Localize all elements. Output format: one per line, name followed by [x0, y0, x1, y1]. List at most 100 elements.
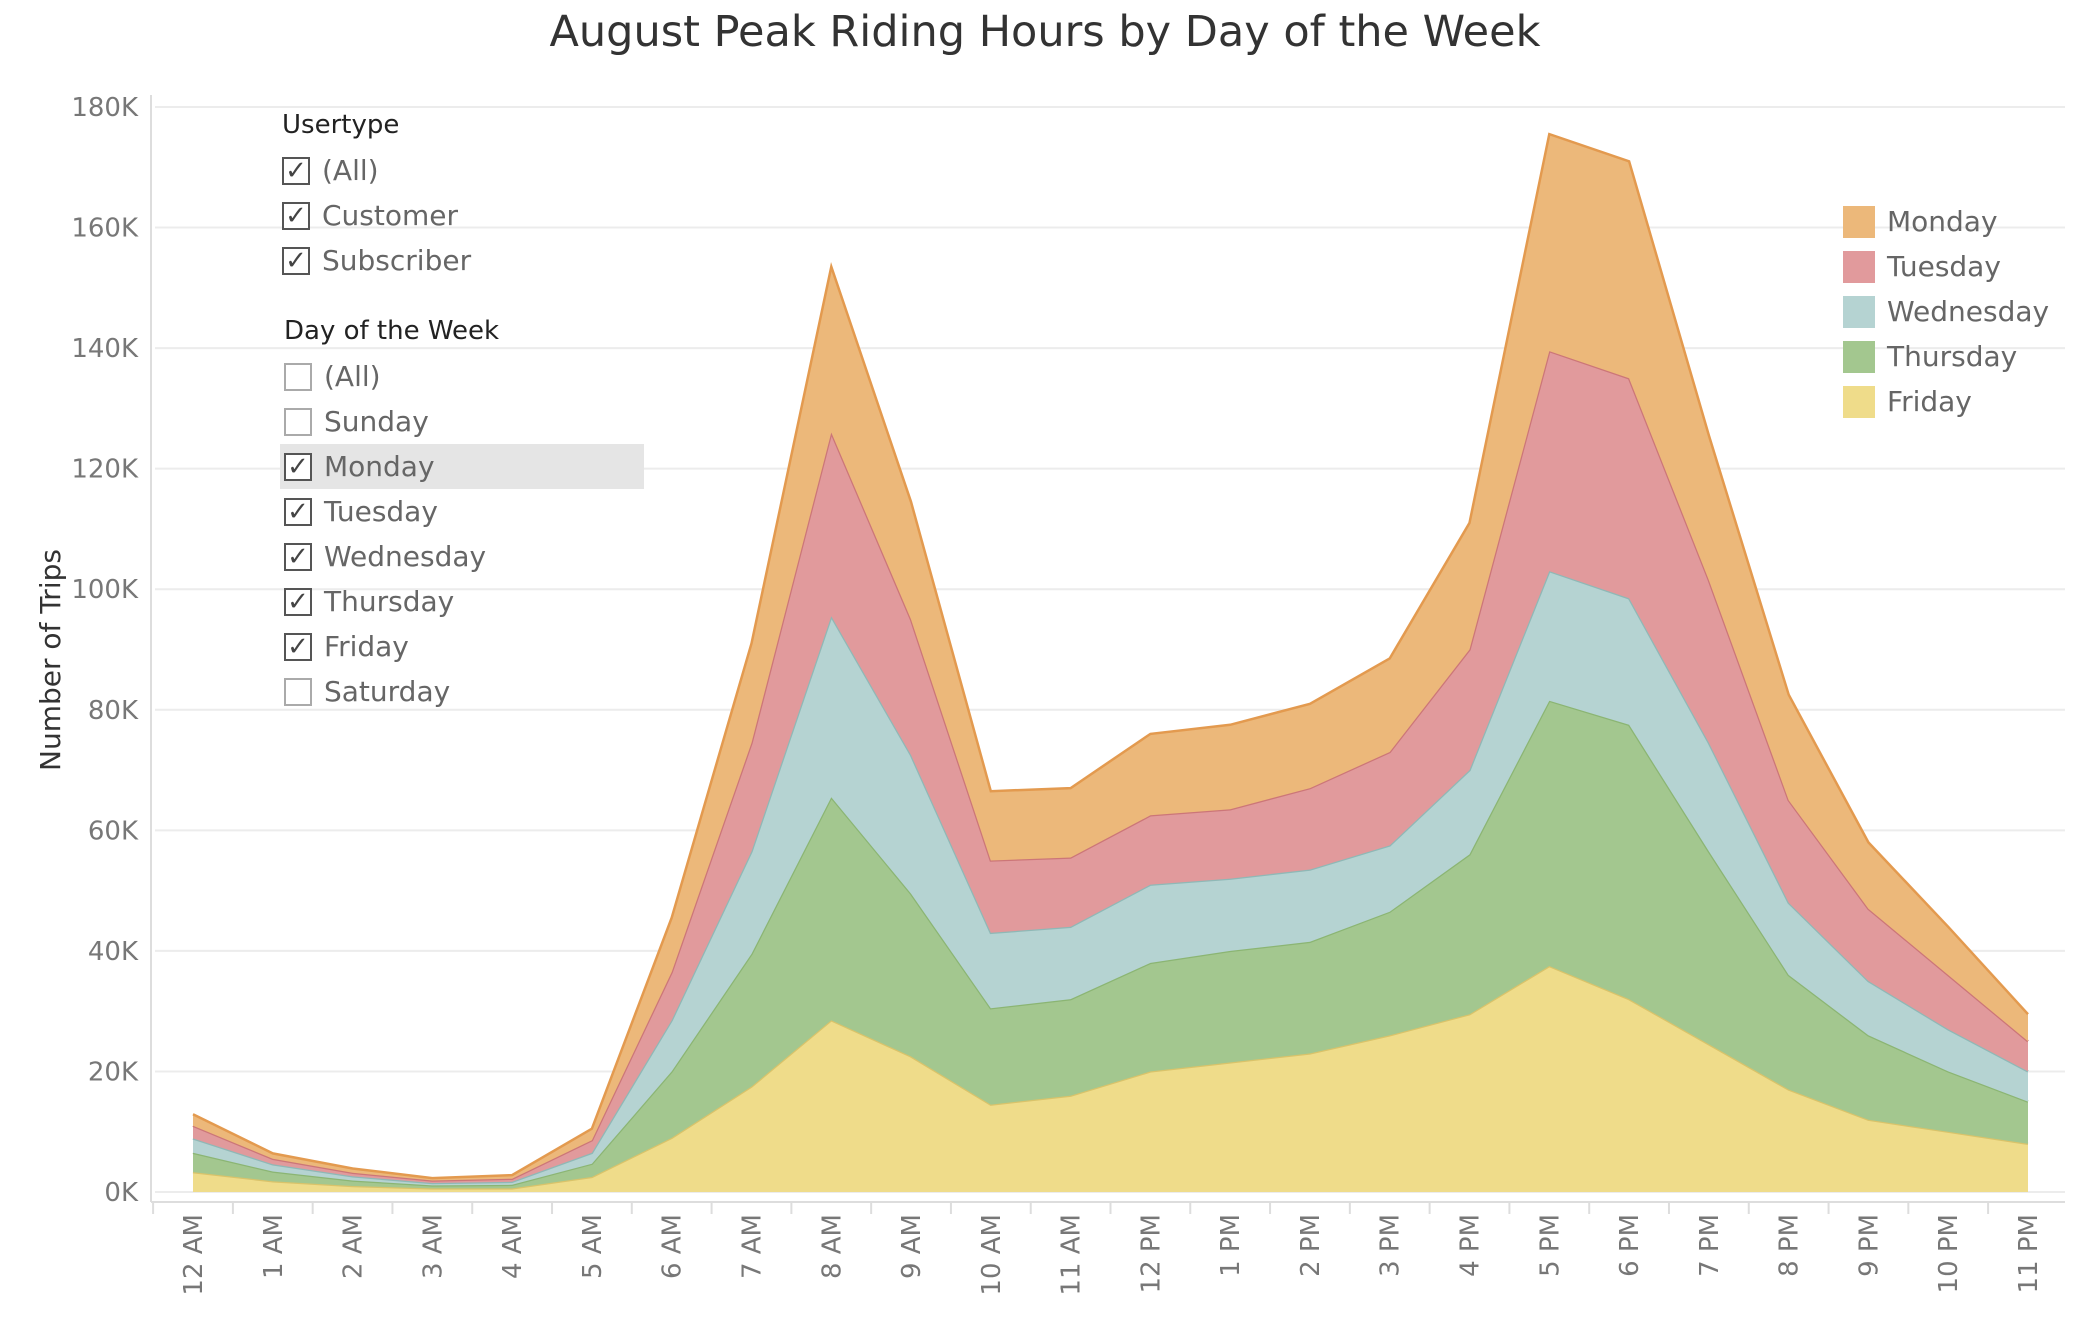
checkbox[interactable]: ✓ [282, 201, 310, 230]
legend-swatch [1843, 295, 1875, 328]
x-tick-label: 1 PM [1216, 1214, 1246, 1277]
checkbox[interactable]: ✓ [282, 155, 310, 186]
checkbox[interactable]: ✓ [282, 245, 310, 276]
legend-item-thursday[interactable]: Thursday [1843, 334, 2049, 379]
x-tick-label: 1 AM [259, 1214, 289, 1279]
check-mark-icon: ✓ [287, 451, 309, 482]
x-tick-label: 8 AM [817, 1214, 847, 1279]
x-tick-label: 12 PM [1136, 1214, 1166, 1293]
filter-option-label: Thursday [324, 585, 455, 618]
x-tick-label: 2 PM [1296, 1214, 1326, 1277]
x-tick-label: 8 PM [1775, 1214, 1805, 1277]
x-tick-label: 7 AM [737, 1214, 767, 1279]
usertype-filter-title: Usertype [282, 110, 400, 140]
y-tick-label: 0K [104, 1178, 139, 1208]
filter-option-label: (All) [324, 360, 381, 393]
area-tuesday[interactable] [193, 351, 2028, 1184]
day-option-sunday[interactable]: Sunday [284, 399, 644, 444]
check-mark-icon: ✓ [285, 155, 307, 186]
filter-option-label: Saturday [324, 675, 451, 708]
y-tick-label: 100K [71, 575, 139, 605]
legend-label: Tuesday [1887, 250, 2001, 283]
y-axis-label: Number of Trips [34, 549, 67, 771]
x-tick-label: 11 PM [2014, 1214, 2044, 1293]
stacked-areas [192, 132, 2029, 1192]
checkbox[interactable] [284, 677, 312, 706]
y-tick-label: 40K [88, 937, 139, 967]
x-tick-label: 10 PM [1934, 1214, 1964, 1293]
chart-legend: Monday Tuesday Wednesday Thursday Friday [1843, 199, 2049, 424]
x-axis: 12 AM 1 AM 2 AM 3 AM 4 AM 5 AM 6 AM 7 AM 8 AM 9 A… [151, 1201, 2065, 1296]
filter-option-label: Subscriber [322, 244, 472, 277]
check-mark-icon: ✓ [285, 245, 307, 276]
legend-swatch [1843, 340, 1875, 373]
filter-option-label: Tuesday [324, 495, 438, 528]
legend-item-friday[interactable]: Friday [1843, 379, 2049, 424]
y-axis: 0K 20K 40K 60K 80K 100K 120K 140K 160K 180K [71, 93, 152, 1208]
checkbox[interactable] [284, 362, 312, 391]
day-option-tuesday[interactable]: ✓ Tuesday [284, 489, 644, 534]
legend-label: Friday [1887, 385, 1972, 418]
checkbox[interactable]: ✓ [284, 451, 312, 482]
legend-item-monday[interactable]: Monday [1843, 199, 2049, 244]
checkbox[interactable]: ✓ [284, 586, 312, 617]
x-tick-label: 3 AM [418, 1214, 448, 1279]
usertype-option-all[interactable]: ✓ (All) [282, 148, 471, 193]
legend-item-wednesday[interactable]: Wednesday [1843, 289, 2049, 334]
filter-option-label: Customer [322, 199, 459, 232]
check-mark-icon: ✓ [287, 586, 309, 617]
y-tick-label: 180K [71, 93, 139, 123]
x-tick-label: 2 AM [339, 1214, 369, 1279]
day-of-week-filter: Day of the Week (All) Sunday ✓ Monday ✓ Tuesd… [280, 316, 644, 714]
y-tick-label: 80K [88, 696, 139, 726]
checkbox[interactable]: ✓ [284, 541, 312, 572]
filter-option-label: Friday [324, 630, 409, 663]
x-tick-label: 10 AM [977, 1214, 1007, 1296]
checkbox[interactable] [284, 407, 312, 436]
checkbox[interactable]: ✓ [284, 631, 312, 662]
usertype-option-customer[interactable]: ✓ Customer [282, 193, 471, 238]
day-option-monday[interactable]: ✓ Monday [280, 444, 644, 489]
legend-item-tuesday[interactable]: Tuesday [1843, 244, 2049, 289]
line-monday [192, 132, 2029, 1180]
day-of-week-filter-title: Day of the Week [284, 316, 500, 346]
x-tick-label: 11 AM [1057, 1214, 1087, 1296]
y-tick-label: 60K [88, 816, 139, 846]
x-tick-label: 3 PM [1376, 1214, 1406, 1277]
legend-label: Thursday [1887, 340, 2018, 373]
day-option-saturday[interactable]: Saturday [284, 669, 644, 714]
checkbox[interactable]: ✓ [284, 496, 312, 527]
filter-option-label: Monday [324, 450, 435, 483]
x-tick-label: 6 AM [658, 1214, 688, 1279]
legend-label: Wednesday [1887, 295, 2050, 328]
filter-option-label: (All) [322, 154, 379, 187]
day-option-all[interactable]: (All) [284, 354, 644, 399]
line-tuesday [192, 349, 2029, 1182]
x-tick-label: 9 AM [897, 1214, 927, 1279]
y-tick-label: 140K [71, 334, 139, 364]
filter-option-label: Wednesday [324, 540, 487, 573]
check-mark-icon: ✓ [287, 541, 309, 572]
y-tick-label: 20K [88, 1057, 139, 1087]
area-friday[interactable] [193, 966, 2028, 1192]
x-tick-label: 4 AM [498, 1214, 528, 1279]
y-tick-label: 160K [71, 214, 139, 244]
day-option-friday[interactable]: ✓ Friday [284, 624, 644, 669]
day-option-thursday[interactable]: ✓ Thursday [284, 579, 644, 624]
day-option-wednesday[interactable]: ✓ Wednesday [284, 534, 644, 579]
y-tick-label: 120K [71, 455, 139, 485]
legend-swatch [1843, 205, 1875, 238]
check-mark-icon: ✓ [287, 496, 309, 527]
legend-swatch [1843, 385, 1875, 418]
check-mark-icon: ✓ [287, 631, 309, 662]
x-tick-label: 7 PM [1695, 1214, 1725, 1277]
x-tick-label: 9 PM [1854, 1214, 1884, 1277]
x-tick-label: 12 AM [179, 1214, 209, 1296]
x-tick-label: 5 PM [1535, 1214, 1565, 1277]
filter-option-label: Sunday [324, 405, 429, 438]
area-thursday[interactable] [193, 700, 2028, 1189]
legend-label: Monday [1887, 205, 1998, 238]
usertype-option-subscriber[interactable]: ✓ Subscriber [282, 238, 471, 283]
x-tick-label: 4 PM [1456, 1214, 1486, 1277]
